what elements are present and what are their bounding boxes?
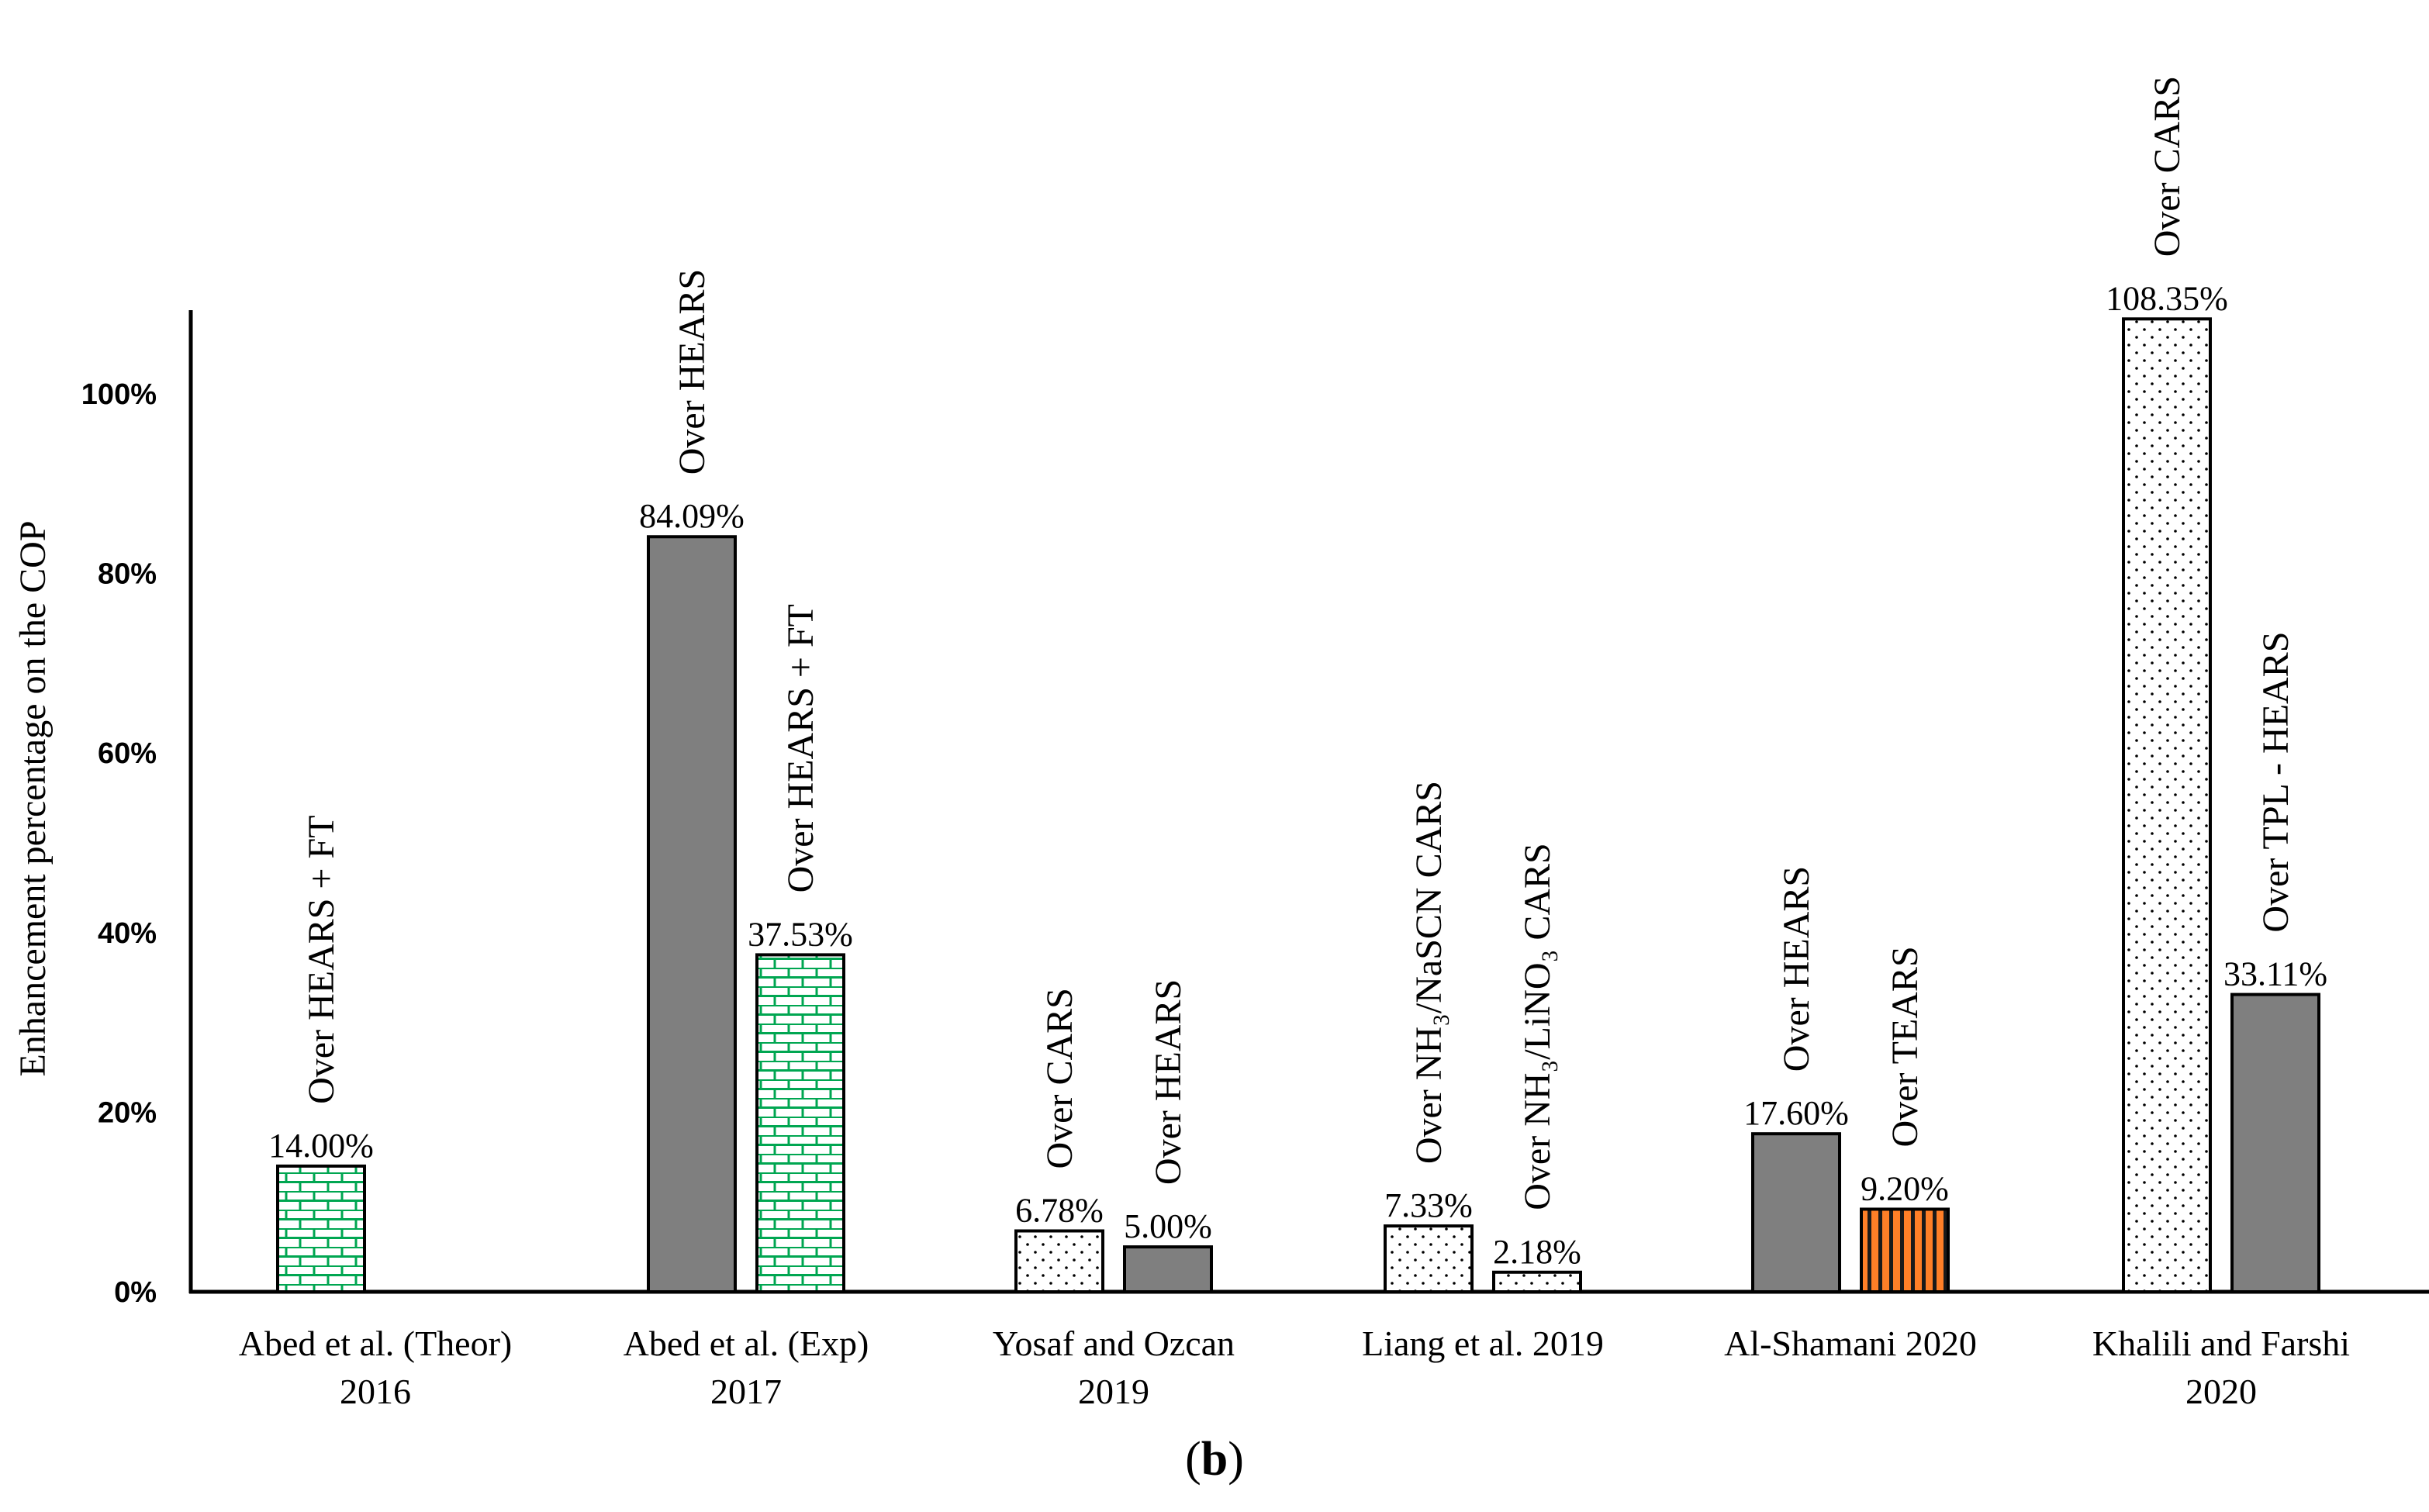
bar-value-label: 9.20%	[1861, 1169, 1949, 1207]
x-category-label: 2019	[1078, 1372, 1149, 1411]
y-tick-label: 100%	[81, 378, 157, 411]
x-category-label: Yosaf and Ozcan	[993, 1324, 1235, 1363]
bar-annotations: Over HEARS + FT Over HEARS Over HEARS + FT…	[301, 76, 2296, 1210]
bar-value-label: 2.18%	[1493, 1233, 1581, 1271]
caption-paren-close: )	[1228, 1433, 1244, 1486]
x-category-label: Al-Shamani 2020	[1724, 1324, 1977, 1363]
bar-annotation: Over TEARS	[1885, 946, 1926, 1147]
x-category-label: 2017	[710, 1372, 782, 1411]
bar-value-label: 37.53%	[748, 915, 853, 953]
bar-value-label: 6.78%	[1015, 1191, 1104, 1229]
bar-annotation: Over NH₃/NaSCN CARS	[1408, 781, 1449, 1164]
bar	[647, 535, 737, 1293]
axes	[188, 310, 2429, 1294]
bar-value-label: 14.00%	[268, 1127, 374, 1165]
bar-annotation: Over HEARS + FT	[780, 604, 821, 892]
bar	[1123, 1245, 1213, 1293]
bar	[276, 1164, 366, 1293]
bar-annotation: Over HEARS	[1776, 866, 1817, 1072]
bar-value-label: 108.35%	[2106, 279, 2228, 317]
bar-annotation: Over HEARS + FT	[301, 815, 342, 1103]
y-tick-label: 40%	[98, 917, 157, 950]
x-category-label: Khalili and Farshi	[2092, 1324, 2350, 1363]
bar-value-label: 5.00%	[1124, 1207, 1212, 1245]
bar-value-label: 33.11%	[2223, 955, 2327, 993]
bar-annotation: Over NH₃/LiNO₃ CARS	[1517, 843, 1558, 1210]
y-tick-label: 80%	[98, 558, 157, 591]
bar	[2230, 992, 2320, 1293]
bar	[1492, 1270, 1582, 1294]
caption-paren-open: (	[1185, 1433, 1201, 1486]
bar-value-label: 84.09%	[639, 497, 745, 535]
y-axis-ticks: 0% 20% 40% 60% 80% 100%	[81, 378, 157, 1309]
x-category-label: Abed et al. (Exp)	[624, 1324, 869, 1363]
bar	[2122, 317, 2212, 1293]
x-category-label: 2016	[340, 1372, 411, 1411]
x-axis-categories: Abed et al. (Theor) 2016 Abed et al. (Exp)…	[239, 1324, 2350, 1411]
bar-value-label: 17.60%	[1743, 1094, 1849, 1132]
x-category-label: Abed et al. (Theor)	[239, 1324, 513, 1363]
bar-annotation: Over HEARS	[672, 269, 713, 475]
bar-annotation: Over CARS	[1039, 988, 1080, 1169]
y-tick-label: 60%	[98, 737, 157, 770]
caption-letter: b	[1201, 1433, 1228, 1486]
y-tick-label: 20%	[98, 1096, 157, 1129]
bar	[1014, 1229, 1104, 1293]
bar	[755, 953, 845, 1293]
x-category-label: 2020	[2185, 1372, 2257, 1411]
bar-annotation: Over CARS	[2147, 76, 2188, 257]
y-axis-label: Enhancement percentage on the COP	[12, 520, 54, 1076]
bar-annotation: Over HEARS	[1148, 979, 1189, 1185]
bar	[1860, 1207, 1950, 1293]
bar-annotation: Over TPL - HEARS	[2255, 632, 2296, 933]
bar-value-label: 7.33%	[1384, 1186, 1473, 1224]
value-labels: 14.00% 84.09% 37.53% 6.78% 5.00% 7.33% 2.18% 17…	[268, 279, 2327, 1270]
figure-caption: (b)	[1185, 1433, 1244, 1486]
bar	[1384, 1224, 1474, 1294]
bars	[276, 317, 2320, 1294]
x-category-label: Liang et al. 2019	[1362, 1324, 1604, 1363]
bar	[1751, 1132, 1841, 1294]
y-tick-label: 0%	[114, 1276, 157, 1309]
